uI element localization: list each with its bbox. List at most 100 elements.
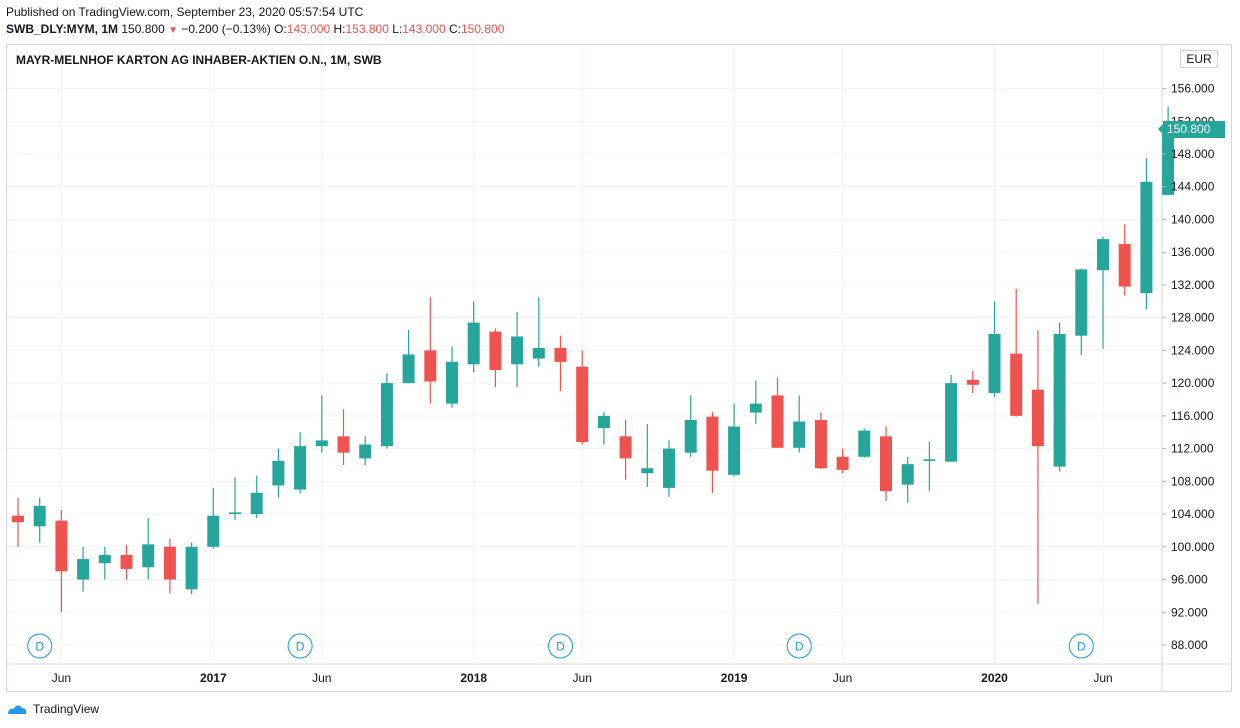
x-tick-label: Jun xyxy=(1093,671,1112,685)
low-label: L: xyxy=(392,22,403,36)
x-tick-label: 2018 xyxy=(460,671,487,685)
y-tick-label: 148.000 xyxy=(1171,147,1215,161)
candle-body xyxy=(98,554,111,564)
candle-body xyxy=(836,456,849,470)
dividend-marker[interactable]: D xyxy=(287,633,313,659)
chart-frame[interactable] xyxy=(6,44,1232,692)
dividend-marker-circle xyxy=(1068,633,1094,659)
dividend-marker-label: D xyxy=(556,640,565,654)
candle-body xyxy=(467,322,480,365)
x-tick-label: Jun xyxy=(573,671,592,685)
footer-brand-label: TradingView xyxy=(33,702,100,716)
x-axis: Jun2017Jun2018Jun2019Jun2020Jun2021Jun xyxy=(52,671,1113,685)
dividend-marker[interactable]: D xyxy=(27,633,53,659)
candle-body xyxy=(489,331,502,371)
candle-body xyxy=(641,468,654,474)
dividend-marker-circle xyxy=(548,633,573,659)
candle-body xyxy=(315,440,328,447)
dividend-marker-label: D xyxy=(296,640,305,654)
open-value: 143.000 xyxy=(286,22,331,36)
candle-body xyxy=(142,544,155,568)
footer-brand[interactable]: TradingView xyxy=(6,702,99,716)
y-tick-label: 120.000 xyxy=(1171,376,1215,390)
down-arrow-icon: ▼ xyxy=(168,25,178,36)
candle-body xyxy=(185,546,198,590)
dividend-marker[interactable]: D xyxy=(1068,633,1094,659)
x-tick-label: Jun xyxy=(52,671,71,685)
y-tick-label: 88.000 xyxy=(1171,638,1208,652)
candle-body xyxy=(1118,244,1131,287)
candle-body xyxy=(1010,353,1023,416)
y-tick-label: 144.000 xyxy=(1171,180,1215,194)
close-value: 150.800 xyxy=(460,22,505,36)
candle-body xyxy=(294,446,307,490)
candles xyxy=(12,106,1176,613)
x-tick-label: 2017 xyxy=(200,671,227,685)
candle-body xyxy=(337,436,350,453)
dividend-marker[interactable]: D xyxy=(548,633,573,659)
x-tick-label: Jun xyxy=(312,671,331,685)
symbol-label: SWB_DLY:MYM, 1M xyxy=(6,22,119,36)
candle-body xyxy=(1075,269,1088,336)
change-value: −0.200 (−0.13%) xyxy=(181,22,271,36)
y-tick-label: 156.000 xyxy=(1171,82,1215,96)
candle-body xyxy=(207,515,220,547)
candle-body xyxy=(12,515,24,523)
y-tick-label: 108.000 xyxy=(1171,474,1215,488)
high-value: 153.800 xyxy=(345,22,389,36)
candle-body xyxy=(163,546,176,580)
candle-body xyxy=(511,336,524,365)
y-tick-label: 96.000 xyxy=(1171,573,1208,587)
candle-body xyxy=(250,492,263,515)
dividend-marker-label: D xyxy=(35,640,44,654)
candle-body xyxy=(532,347,545,359)
y-tick-label: 124.000 xyxy=(1171,343,1215,357)
candle-body xyxy=(1140,181,1153,294)
candle-body xyxy=(55,520,68,572)
candle-body xyxy=(120,554,133,569)
candle-body xyxy=(1053,334,1066,467)
candle-body xyxy=(684,419,697,453)
candle-body xyxy=(380,383,393,447)
candle-body xyxy=(663,448,675,488)
candle-body xyxy=(77,559,90,580)
low-value: 143.000 xyxy=(402,22,446,36)
x-tick-label: 2020 xyxy=(981,671,1008,685)
last-price-label: 150.800 xyxy=(1158,121,1225,138)
close-label: C: xyxy=(448,22,461,36)
candle-body xyxy=(880,436,892,492)
y-axis: 88.000 92.000 96.000 100.000 104.000 108.000 1… xyxy=(1162,82,1215,652)
candle-body xyxy=(1097,239,1109,271)
candle-body xyxy=(749,403,762,413)
candle-body xyxy=(229,512,241,515)
y-tick-label: 132.000 xyxy=(1171,278,1215,292)
candle-body xyxy=(771,395,784,448)
candle-body xyxy=(858,430,871,457)
chart-title: MAYR-MELNHOF KARTON AG INHABER-AKTIEN O.… xyxy=(16,53,382,67)
candle-body xyxy=(1031,389,1044,447)
candle-body xyxy=(1162,131,1175,195)
x-tick-label: Jun xyxy=(833,671,852,685)
candle-body xyxy=(945,383,958,462)
y-tick-label: 92.000 xyxy=(1171,605,1208,619)
y-tick-label: 104.000 xyxy=(1171,507,1215,521)
currency-badge[interactable]: EUR xyxy=(1180,50,1218,68)
dividend-marker-label: D xyxy=(795,640,804,654)
tradingview-logo-icon xyxy=(8,705,27,714)
dividend-marker[interactable]: D xyxy=(786,633,812,659)
candle-body xyxy=(272,460,285,486)
candle-body xyxy=(728,426,741,475)
candle-body xyxy=(576,366,589,443)
candle-body xyxy=(554,347,567,362)
ohlc-info-line: SWB_DLY:MYM, 1M 150.800 ▼ −0.200 (−0.13%… xyxy=(6,22,504,36)
last-value: 150.800 xyxy=(121,22,165,36)
candle-body xyxy=(988,334,1001,393)
candle-body xyxy=(706,416,719,471)
candle-body xyxy=(446,361,458,404)
candle-body xyxy=(966,379,979,385)
x-tick-label: 2019 xyxy=(721,671,748,685)
y-tick-label: 116.000 xyxy=(1171,409,1214,423)
y-tick-label: 112.000 xyxy=(1171,442,1214,456)
